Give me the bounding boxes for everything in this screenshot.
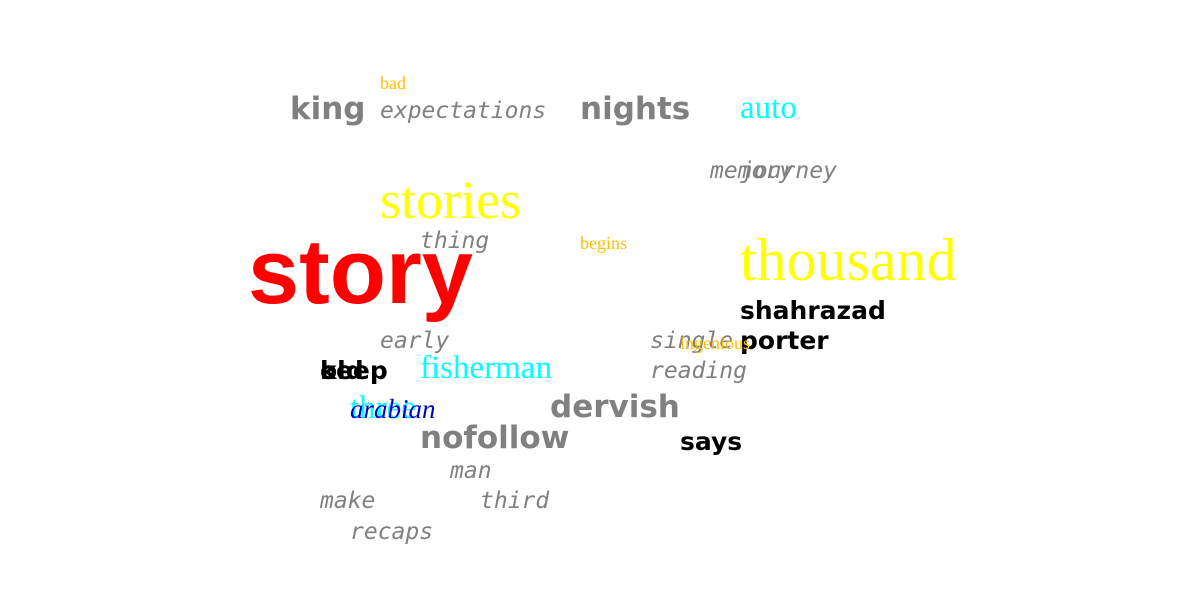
word-journey: journey: [740, 158, 837, 184]
word-begins: begins: [580, 233, 627, 253]
word-dervish: dervish: [550, 389, 680, 425]
word-thing: thing: [420, 228, 490, 254]
word-three: three: [350, 390, 416, 426]
word-auto: auto: [740, 90, 797, 126]
word-story: story: [248, 221, 473, 323]
word-make: make: [320, 488, 376, 514]
word-ingenious: ingenious: [680, 333, 750, 353]
word-nights: nights: [580, 91, 691, 127]
word-single: single: [650, 328, 734, 354]
word-memory: memory: [710, 158, 794, 184]
word-porter: porter: [740, 326, 829, 355]
word-shahrazad: shahrazad: [740, 296, 886, 325]
word-reading: reading: [650, 358, 747, 384]
word-old: old: [320, 356, 364, 385]
word-early: early: [380, 328, 450, 354]
word-third: third: [480, 488, 550, 514]
word-stories: stories: [380, 170, 521, 230]
word-nofollow: nofollow: [420, 420, 570, 456]
word-king: king: [290, 91, 366, 127]
word-man: man: [450, 458, 492, 484]
word-recaps: recaps: [350, 519, 434, 545]
word-bad: bad: [380, 73, 406, 93]
word-fisherman: fisherman: [420, 350, 552, 386]
word-keep: keep: [320, 356, 388, 385]
word-expectations: expectations: [380, 98, 547, 124]
word-arabian: arabian: [350, 394, 436, 424]
word-says: says: [680, 427, 743, 456]
word-thousand: thousand: [740, 227, 957, 293]
